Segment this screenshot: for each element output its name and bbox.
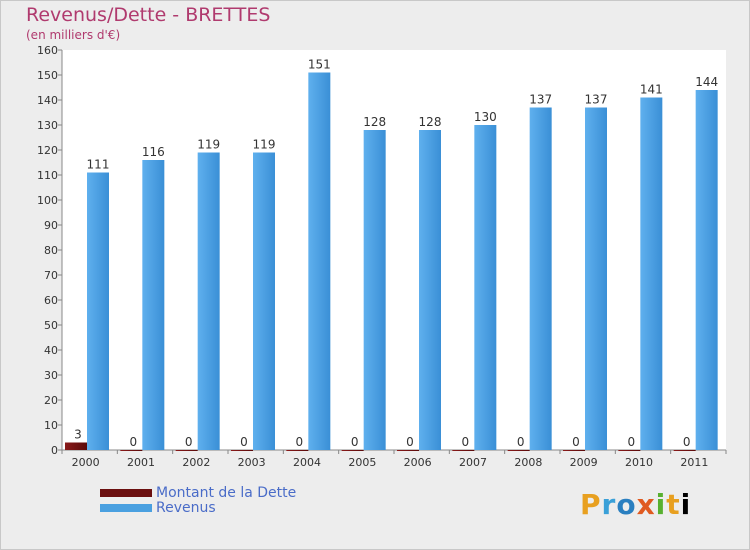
data-label-revenus: 144 (695, 75, 718, 89)
legend-label-revenus: Revenus (156, 500, 216, 516)
y-tick-label: 20 (44, 394, 58, 407)
bar-revenus (585, 107, 607, 450)
data-label-dette: 0 (683, 435, 691, 449)
legend-swatch-revenus (100, 504, 152, 512)
bar-dette (341, 450, 364, 451)
y-tick-label: 80 (44, 244, 58, 257)
bar-dette (65, 442, 87, 450)
y-tick-label: 140 (37, 94, 58, 107)
bar-revenus (695, 90, 718, 450)
y-tick-label: 110 (37, 169, 58, 182)
data-label-dette: 0 (517, 435, 525, 449)
legend-swatch-dette (100, 489, 152, 497)
y-tick-label: 90 (44, 219, 58, 232)
legend-label-dette: Montant de la Dette (156, 485, 297, 501)
x-tick-label: 2003 (238, 456, 266, 469)
data-label-revenus: 119 (197, 138, 220, 152)
x-tick-label: 2009 (570, 456, 598, 469)
x-tick-label: 2011 (680, 456, 708, 469)
data-label-dette: 0 (572, 435, 580, 449)
data-label-revenus: 128 (363, 115, 386, 129)
data-label-dette: 0 (130, 435, 138, 449)
bar-revenus (87, 172, 109, 450)
proxiti-logo: Proxiti (580, 488, 692, 521)
x-tick-label: 2002 (182, 456, 210, 469)
y-tick-label: 130 (37, 119, 58, 132)
x-tick-label: 2007 (459, 456, 487, 469)
y-tick-label: 50 (44, 319, 58, 332)
y-tick-label: 150 (37, 69, 58, 82)
y-tick-label: 10 (44, 419, 58, 432)
y-tick-label: 100 (37, 194, 58, 207)
bar-revenus (529, 107, 552, 450)
bar-dette (175, 450, 198, 451)
data-label-dette: 0 (628, 435, 636, 449)
bar-revenus (253, 152, 275, 450)
bar-dette (452, 450, 475, 451)
chart-subtitle: (en milliers d'€) (26, 28, 121, 42)
y-tick-label: 40 (44, 344, 58, 357)
data-label-revenus: 116 (142, 145, 165, 159)
bar-dette (673, 450, 696, 451)
bar-dette (507, 450, 530, 451)
y-tick-label: 160 (37, 44, 58, 57)
data-label-dette: 0 (185, 435, 193, 449)
data-label-dette: 0 (462, 435, 470, 449)
x-tick-label: 2005 (348, 456, 376, 469)
data-label-revenus: 137 (529, 93, 552, 107)
data-label-revenus: 151 (308, 58, 331, 72)
data-label-dette: 3 (74, 428, 82, 442)
data-label-revenus: 111 (87, 158, 110, 172)
y-tick-label: 70 (44, 269, 58, 282)
x-tick-label: 2006 (404, 456, 432, 469)
bar-revenus (474, 125, 497, 450)
y-tick-label: 120 (37, 144, 58, 157)
y-tick-label: 30 (44, 369, 58, 382)
data-label-revenus: 119 (253, 138, 276, 152)
bar-revenus (142, 160, 165, 450)
data-label-dette: 0 (406, 435, 414, 449)
bar-dette (231, 450, 253, 451)
x-tick-label: 2004 (293, 456, 321, 469)
bar-revenus (419, 130, 441, 450)
y-tick-label: 60 (44, 294, 58, 307)
data-label-dette: 0 (240, 435, 248, 449)
bar-dette (286, 450, 309, 451)
data-label-revenus: 130 (474, 110, 497, 124)
data-label-dette: 0 (351, 435, 359, 449)
bar-revenus (308, 72, 331, 450)
plot-area (62, 50, 726, 450)
data-label-dette: 0 (296, 435, 304, 449)
data-label-revenus: 137 (585, 93, 608, 107)
bar-dette (563, 450, 585, 451)
x-tick-label: 2000 (72, 456, 100, 469)
x-tick-label: 2008 (514, 456, 542, 469)
bar-revenus (640, 97, 663, 450)
bar-revenus (197, 152, 220, 450)
bar-dette (618, 450, 641, 451)
bar-dette (120, 450, 143, 451)
data-label-revenus: 128 (419, 115, 442, 129)
x-tick-label: 2010 (625, 456, 653, 469)
x-tick-label: 2001 (127, 456, 155, 469)
y-tick-label: 0 (51, 444, 58, 457)
bar-dette (397, 450, 419, 451)
data-label-revenus: 141 (640, 83, 663, 97)
bar-revenus (363, 130, 386, 450)
chart-title: Revenus/Dette - BRETTES (26, 4, 271, 26)
